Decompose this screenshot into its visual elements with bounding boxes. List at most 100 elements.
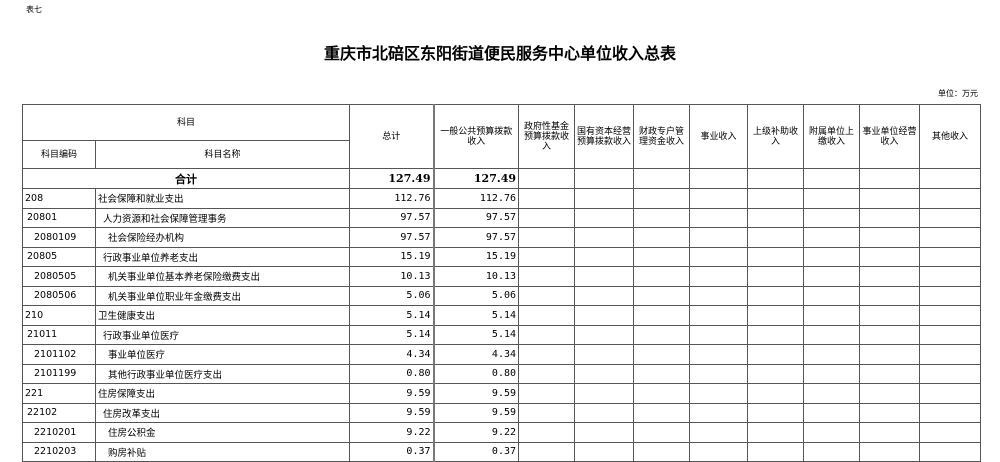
empty-cell: [747, 324, 805, 345]
header-total: 总计: [349, 104, 435, 169]
empty-cell: [919, 305, 982, 326]
empty-cell: [803, 207, 861, 228]
header-operation: 事业单位经营收入: [859, 104, 921, 169]
row-total: 9.59: [349, 383, 435, 404]
row-total: 5.14: [349, 324, 435, 345]
empty-cell: [859, 324, 921, 345]
empty-cell: [518, 207, 576, 228]
row-general: 15.19: [433, 246, 520, 267]
header-name: 科目名称: [94, 140, 351, 169]
empty-cell: [803, 188, 861, 209]
header-other: 其他收入: [919, 104, 982, 169]
total-label: 合计: [21, 168, 351, 189]
empty-cell: [859, 246, 921, 267]
row-code: 2101102: [22, 344, 96, 365]
row-name: 住房公积金: [94, 422, 351, 443]
header-code: 科目编码: [22, 140, 96, 169]
empty-cell: [747, 285, 805, 306]
row-code: 221: [22, 383, 96, 404]
empty-cell: [859, 383, 921, 404]
row-total: 10.13: [349, 266, 435, 287]
empty-cell: [919, 363, 982, 384]
row-general: 9.59: [433, 383, 520, 404]
row-name: 机关事业单位职业年金缴费支出: [94, 285, 351, 306]
row-name: 卫生健康支出: [94, 305, 351, 326]
row-name: 其他行政事业单位医疗支出: [94, 363, 351, 384]
row-general: 97.57: [433, 207, 520, 228]
empty-cell: [574, 227, 635, 248]
header-affiliated: 附属单位上缴收入: [803, 104, 861, 169]
empty-cell: [859, 305, 921, 326]
row-code: 2080506: [22, 285, 96, 306]
row-code: 208: [22, 188, 96, 209]
empty-cell: [633, 207, 691, 228]
total-general: 127.49: [433, 168, 520, 189]
empty-cell: [518, 188, 576, 209]
row-total: 112.76: [349, 188, 435, 209]
table-row: 20805 行政事业单位养老支出 15.19 15.19: [22, 246, 982, 267]
empty-cell: [689, 402, 749, 423]
empty-cell: [747, 188, 805, 209]
empty-cell: [633, 285, 691, 306]
empty-cell: [747, 383, 805, 404]
row-name: 住房改革支出: [94, 402, 351, 423]
empty-cell: [747, 422, 805, 443]
empty-cell: [574, 266, 635, 287]
empty-cell: [574, 324, 635, 345]
empty-cell: [633, 441, 691, 462]
empty-cell: [689, 324, 749, 345]
empty-cell: [747, 227, 805, 248]
empty-cell: [747, 344, 805, 365]
empty-cell: [747, 305, 805, 326]
empty-cell: [574, 383, 635, 404]
table-row: 22102 住房改革支出 9.59 9.59: [22, 402, 982, 423]
table-row: 2080505 机关事业单位基本养老保险缴费支出 10.13 10.13: [22, 266, 982, 287]
row-name: 机关事业单位基本养老保险缴费支出: [94, 266, 351, 287]
empty-cell: [633, 402, 691, 423]
empty-cell: [919, 383, 982, 404]
row-general: 5.14: [433, 324, 520, 345]
empty-cell: [633, 227, 691, 248]
header-business: 事业收入: [689, 104, 749, 169]
empty-cell: [574, 422, 635, 443]
header-special: 财政专户管理资金收入: [633, 104, 691, 169]
empty-cell: [689, 285, 749, 306]
row-total: 0.80: [349, 363, 435, 384]
table-row: 2101102 事业单位医疗 4.34 4.34: [22, 344, 982, 365]
empty-cell: [689, 188, 749, 209]
empty-cell: [518, 344, 576, 365]
row-general: 10.13: [433, 266, 520, 287]
empty-cell: [803, 266, 861, 287]
row-general: 97.57: [433, 227, 520, 248]
empty-cell: [633, 305, 691, 326]
row-total: 9.22: [349, 422, 435, 443]
empty-cell: [689, 383, 749, 404]
empty-cell: [919, 188, 982, 209]
empty-cell: [633, 266, 691, 287]
page-title: 重庆市北碚区东阳街道便民服务中心单位收入总表: [323, 44, 676, 63]
empty-cell: [747, 441, 805, 462]
row-name: 购房补贴: [94, 441, 351, 462]
empty-cell: [859, 344, 921, 365]
empty-cell: [633, 344, 691, 365]
empty-cell: [859, 441, 921, 462]
empty-cell: [859, 363, 921, 384]
empty-cell: [919, 207, 982, 228]
empty-cell: [803, 363, 861, 384]
row-name: 行政事业单位医疗: [94, 324, 351, 345]
header-fund: 政府性基金预算拨款收入: [518, 104, 576, 169]
empty-cell: [689, 422, 749, 443]
row-general: 9.22: [433, 422, 520, 443]
row-total: 97.57: [349, 227, 435, 248]
empty-cell: [689, 266, 749, 287]
row-name: 社会保障和就业支出: [94, 188, 351, 209]
row-total: 0.37: [349, 441, 435, 462]
table-row: 2080109 社会保险经办机构 97.57 97.57: [22, 227, 982, 248]
empty-cell: [919, 227, 982, 248]
empty-cell: [633, 363, 691, 384]
row-general: 4.34: [433, 344, 520, 365]
empty-cell: [859, 188, 921, 209]
row-general: 0.80: [433, 363, 520, 384]
empty-cell: [859, 207, 921, 228]
empty-cell: [633, 246, 691, 267]
